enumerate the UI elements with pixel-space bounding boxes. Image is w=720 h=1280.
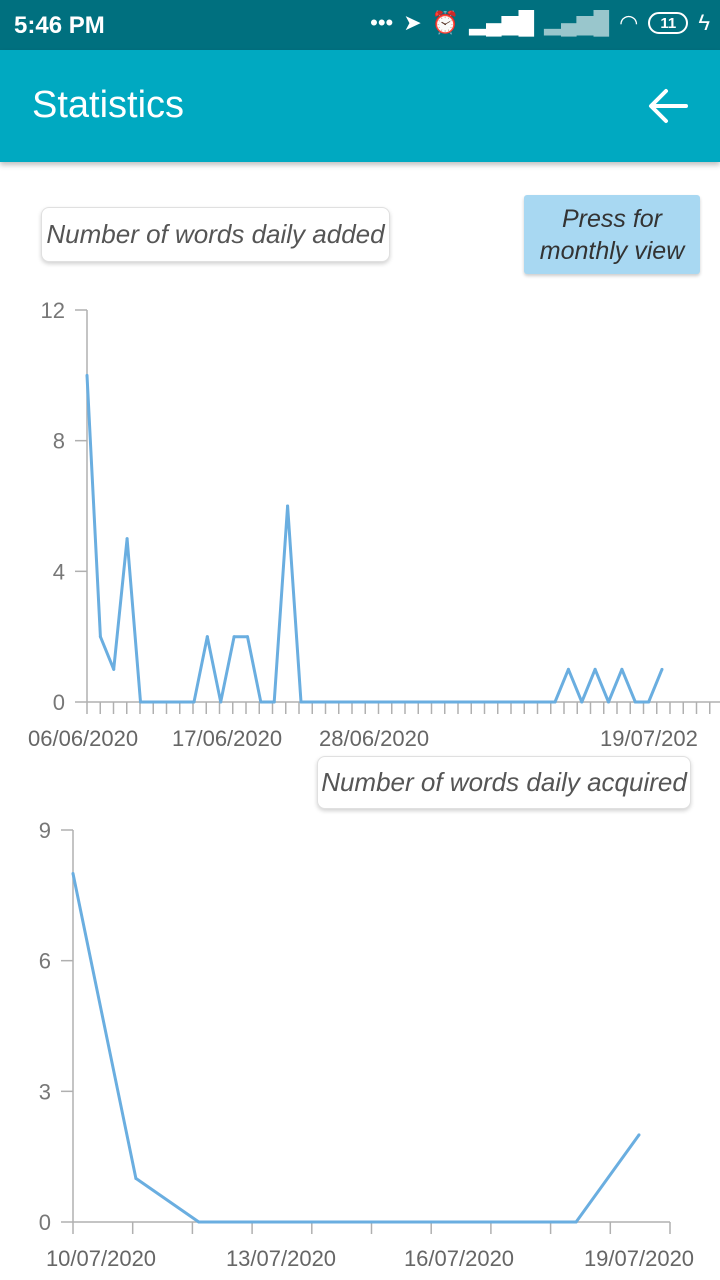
data-point bbox=[219, 700, 223, 704]
series-line bbox=[71, 873, 641, 1224]
y-tick-label: 12 bbox=[41, 298, 65, 323]
data-point bbox=[566, 667, 570, 671]
data-point bbox=[192, 700, 196, 704]
data-point bbox=[433, 700, 437, 704]
data-point bbox=[205, 635, 209, 639]
data-point bbox=[620, 667, 624, 671]
data-point bbox=[299, 700, 303, 704]
x-tick-label: 13/07/2020 bbox=[226, 1246, 336, 1271]
more-dots-icon: ••• bbox=[370, 10, 394, 35]
status-icons: ••• ➤ ⏰ ▂▄▆█ ▂▄▆█ ◠ 11 ϟ bbox=[370, 10, 710, 36]
data-point bbox=[326, 700, 330, 704]
monthly-view-line1: Press for bbox=[561, 204, 663, 233]
data-point bbox=[232, 635, 236, 639]
data-point bbox=[385, 1220, 389, 1224]
data-point bbox=[286, 504, 290, 508]
data-point bbox=[486, 700, 490, 704]
app-bar: Statistics bbox=[0, 50, 720, 162]
data-point bbox=[312, 700, 316, 704]
signal-weak-icon: ▂▄▆█ bbox=[544, 10, 610, 35]
data-point bbox=[71, 872, 75, 876]
data-point bbox=[526, 700, 530, 704]
chart-title-acquired-label: Number of words daily acquired bbox=[321, 767, 687, 797]
data-point bbox=[259, 700, 263, 704]
data-point bbox=[633, 700, 637, 704]
alarm-off-icon: ⏰ bbox=[431, 10, 460, 35]
data-point bbox=[660, 667, 664, 671]
data-point bbox=[607, 700, 611, 704]
y-tick-label: 0 bbox=[53, 690, 65, 715]
data-point bbox=[245, 635, 249, 639]
data-point bbox=[138, 700, 142, 704]
data-point bbox=[352, 700, 356, 704]
data-point bbox=[513, 700, 517, 704]
arrow-back-icon bbox=[649, 89, 688, 123]
location-icon: ➤ bbox=[403, 10, 422, 35]
data-point bbox=[459, 700, 463, 704]
page-title: Statistics bbox=[32, 84, 185, 126]
data-point bbox=[473, 700, 477, 704]
chart-title-added: Number of words daily added bbox=[41, 207, 390, 262]
x-tick-label: 19/07/202 bbox=[600, 726, 698, 751]
data-point bbox=[647, 700, 651, 704]
y-tick-label: 4 bbox=[53, 559, 65, 584]
data-point bbox=[323, 1220, 327, 1224]
data-point bbox=[419, 700, 423, 704]
data-point bbox=[637, 1133, 641, 1137]
data-point bbox=[339, 700, 343, 704]
x-tick-label: 28/06/2020 bbox=[319, 726, 429, 751]
data-point bbox=[112, 667, 116, 671]
y-tick-label: 3 bbox=[39, 1079, 51, 1104]
y-tick-label: 8 bbox=[53, 429, 65, 454]
data-point bbox=[574, 1220, 578, 1224]
words-added-chart: 0 4 8 12 06/06/2020 17/06/2020 28/06/2020 19/07… bbox=[28, 298, 720, 751]
data-point bbox=[260, 1220, 264, 1224]
x-tick-label: 06/06/2020 bbox=[28, 726, 138, 751]
y-tick-label: 0 bbox=[39, 1210, 51, 1235]
signal-icon: ▂▄▆█ bbox=[469, 10, 535, 35]
data-point bbox=[448, 1220, 452, 1224]
data-point bbox=[165, 700, 169, 704]
x-tick-label: 17/06/2020 bbox=[172, 726, 282, 751]
wifi-icon: ◠ bbox=[619, 10, 639, 35]
data-point bbox=[553, 700, 557, 704]
back-button[interactable] bbox=[638, 76, 698, 136]
chart-title-added-label: Number of words daily added bbox=[46, 219, 385, 249]
data-point bbox=[179, 700, 183, 704]
data-point bbox=[393, 700, 397, 704]
y-tick-label: 9 bbox=[39, 818, 51, 843]
data-point bbox=[197, 1220, 201, 1224]
words-acquired-chart: 0 3 6 9 10/07/2020 13/07/2020 16/07/2020 19/07/… bbox=[39, 818, 694, 1271]
data-point bbox=[500, 700, 504, 704]
data-point bbox=[152, 700, 156, 704]
data-point bbox=[379, 700, 383, 704]
data-point bbox=[580, 700, 584, 704]
series-line bbox=[85, 375, 664, 704]
data-point bbox=[511, 1220, 515, 1224]
charging-icon: ϟ bbox=[698, 10, 710, 35]
data-point bbox=[125, 537, 129, 541]
data-point bbox=[98, 635, 102, 639]
data-point bbox=[272, 700, 276, 704]
data-point bbox=[85, 373, 89, 377]
data-point bbox=[446, 700, 450, 704]
data-point bbox=[134, 1176, 138, 1180]
monthly-view-button[interactable]: Press for monthly view bbox=[524, 195, 700, 274]
status-bar: 5:46 PM ••• ➤ ⏰ ▂▄▆█ ▂▄▆█ ◠ 11 ϟ bbox=[0, 0, 720, 50]
x-tick-label: 16/07/2020 bbox=[404, 1246, 514, 1271]
data-point bbox=[540, 700, 544, 704]
data-point bbox=[593, 667, 597, 671]
data-point bbox=[366, 700, 370, 704]
battery-icon: 11 bbox=[648, 12, 689, 34]
y-tick-label: 6 bbox=[39, 949, 51, 974]
x-tick-label: 19/07/2020 bbox=[584, 1246, 694, 1271]
chart-title-acquired: Number of words daily acquired bbox=[317, 756, 691, 809]
data-point bbox=[406, 700, 410, 704]
x-tick-label: 10/07/2020 bbox=[46, 1246, 156, 1271]
status-time: 5:46 PM bbox=[14, 12, 105, 39]
monthly-view-line2: monthly view bbox=[539, 236, 685, 265]
